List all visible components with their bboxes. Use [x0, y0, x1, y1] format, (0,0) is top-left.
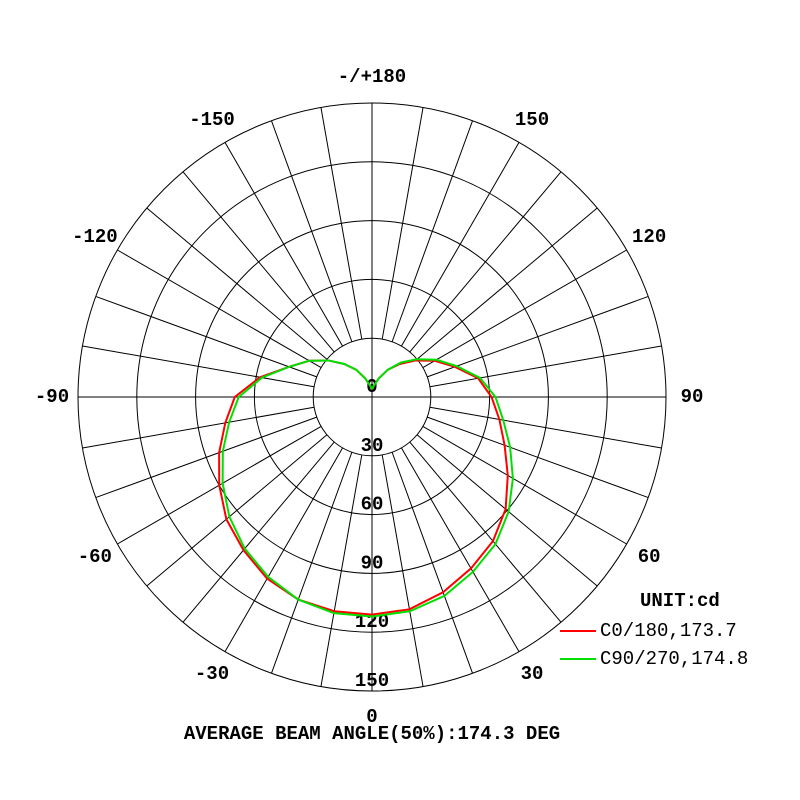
radial-tick-label: 150	[355, 670, 389, 692]
angle-tick-label: 60	[638, 546, 661, 568]
grid-spoke	[429, 345, 662, 388]
grid-spoke	[427, 416, 649, 499]
angle-tick-label: -60	[78, 546, 112, 568]
grid-spoke	[182, 441, 335, 623]
grid-spoke	[270, 120, 353, 342]
radial-tick-label: 0	[366, 376, 377, 398]
grid-spoke	[381, 454, 424, 687]
grid-spoke	[422, 249, 627, 369]
angle-tick-label: 90	[681, 386, 704, 408]
radial-tick-label: 90	[361, 552, 384, 574]
grid-spoke	[224, 142, 344, 347]
angle-tick-label: -150	[189, 109, 235, 131]
grid-spoke	[182, 171, 335, 353]
grid-spoke	[95, 295, 317, 378]
grid-spoke	[422, 425, 627, 545]
angle-tick-label: -30	[195, 663, 229, 685]
angle-tick-label: 150	[515, 109, 549, 131]
grid-spoke	[146, 207, 328, 360]
grid-spoke	[427, 295, 649, 378]
angle-tick-label: -120	[72, 226, 118, 248]
angle-tick-label: 0	[366, 706, 377, 728]
grid-spoke	[82, 345, 315, 388]
grid-spoke	[270, 452, 353, 674]
grid-spoke	[381, 107, 424, 340]
footnote: AVERAGE BEAM ANGLE(50%):174.3 DEG	[184, 723, 560, 745]
angle-tick-label: -/+180	[338, 66, 406, 88]
grid-spoke	[224, 447, 344, 652]
grid-spoke	[409, 441, 562, 623]
grid-spoke	[391, 452, 474, 674]
angle-tick-label: 30	[521, 663, 544, 685]
legend-title: UNIT:cd	[640, 590, 720, 612]
series-line	[218, 359, 509, 616]
grid-spoke	[416, 207, 598, 360]
grid-spoke	[320, 454, 363, 687]
grid-spoke	[400, 447, 520, 652]
angle-tick-label: 120	[632, 226, 666, 248]
radial-tick-label: 60	[361, 494, 384, 516]
grid-spoke	[82, 406, 315, 449]
grid-spoke	[409, 171, 562, 353]
legend-label: C0/180,173.7	[600, 620, 737, 642]
legend-label: C90/270,174.8	[600, 648, 748, 670]
grid-spoke	[95, 416, 317, 499]
grid-spoke	[416, 434, 598, 587]
grid-spoke	[320, 107, 363, 340]
grid-spoke	[391, 120, 474, 342]
angle-tick-label: -90	[35, 386, 69, 408]
grid-spoke	[400, 142, 520, 347]
radial-tick-label: 30	[361, 435, 384, 457]
grid-spoke	[429, 406, 662, 449]
grid-spoke	[117, 249, 322, 369]
series-line	[221, 358, 514, 618]
grid-spoke	[146, 434, 328, 587]
